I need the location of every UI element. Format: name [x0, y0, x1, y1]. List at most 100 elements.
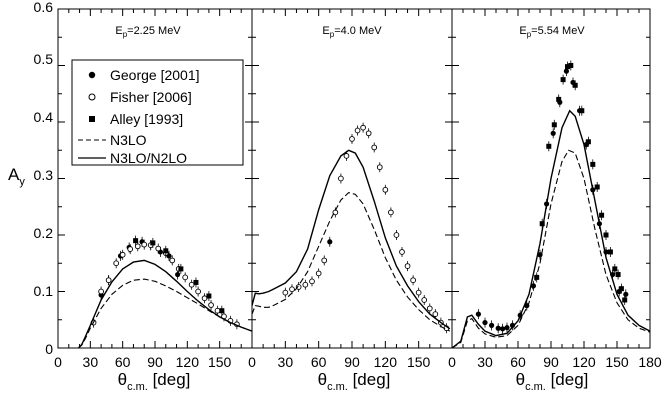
- data-point-alley: [615, 272, 621, 278]
- data-point-alley: [612, 266, 618, 272]
- data-point-alley: [133, 238, 139, 244]
- x-axis-label: θc.m. [deg]: [516, 370, 589, 393]
- x-tick-label: 150: [208, 354, 232, 370]
- plot-frame: [251, 8, 453, 349]
- data-point-fisher: [141, 241, 148, 248]
- data-point-fisher: [113, 260, 120, 267]
- data-point-alley: [594, 184, 600, 190]
- x-tick-label: 0: [248, 354, 256, 370]
- data-point-alley: [150, 240, 156, 246]
- data-point-george: [509, 322, 516, 328]
- panel-title: Ep=4.0 MeV: [322, 25, 382, 39]
- data-point-alley: [534, 274, 540, 280]
- legend-marker-fisher: [88, 93, 96, 101]
- data-point-alley: [599, 212, 605, 218]
- data-point-alley: [219, 308, 225, 314]
- legend-label: N3LO: [110, 132, 147, 148]
- panel-title: Ep=5.54 MeV: [519, 25, 585, 39]
- data-point-george: [500, 326, 506, 332]
- y-tick-label: 0.6: [34, 0, 54, 15]
- data-point-fisher: [393, 232, 400, 238]
- data-point-george: [175, 271, 181, 278]
- data-point-george: [475, 311, 481, 317]
- x-axis-label: θc.m. [deg]: [118, 370, 191, 393]
- data-point-george: [489, 322, 495, 328]
- x-tick-label: 90: [543, 354, 559, 370]
- x-tick-label: 90: [344, 354, 360, 370]
- x-tick-label: 150: [407, 354, 431, 370]
- legend-marker-george: [88, 71, 96, 79]
- data-point-george: [623, 291, 629, 297]
- data-point-fisher: [338, 175, 344, 182]
- data-point-fisher: [321, 257, 328, 264]
- data-point-alley: [618, 286, 624, 292]
- data-point-alley: [560, 77, 566, 83]
- x-tick-label: 150: [605, 354, 629, 370]
- x-tick-label: 30: [278, 354, 294, 370]
- data-point-alley: [585, 139, 591, 145]
- data-point-fisher: [432, 311, 439, 317]
- curve-n3lo-n2lo: [451, 109, 651, 349]
- legend-box: [71, 59, 244, 166]
- data-point-fisher: [134, 243, 141, 250]
- curve-n3lo-n2lo: [77, 259, 253, 349]
- data-point-alley: [565, 64, 570, 70]
- panel-title: Ep=2.25 MeV: [115, 25, 181, 39]
- legend-label: George [2001]: [110, 67, 200, 83]
- data-point-alley: [556, 96, 562, 102]
- data-point-fisher: [309, 278, 315, 285]
- data-point-fisher: [421, 297, 428, 303]
- data-point-fisher: [282, 289, 289, 296]
- y-axis-label: Ay: [8, 165, 25, 188]
- data-point-alley: [193, 279, 199, 285]
- data-point-fisher: [376, 164, 383, 171]
- data-point-fisher: [343, 153, 350, 159]
- data-point-alley: [603, 232, 609, 238]
- data-point-fisher: [201, 295, 208, 302]
- x-tick-label: 180: [638, 354, 662, 370]
- x-tick-label: 90: [147, 354, 163, 370]
- data-point-fisher: [415, 289, 422, 296]
- data-point-fisher: [188, 281, 195, 288]
- x-tick-label: 60: [115, 354, 131, 370]
- x-tick-label: 60: [311, 354, 327, 370]
- y-tick-label: 0: [45, 341, 53, 357]
- data-point-fisher: [214, 307, 221, 314]
- data-point-fisher: [289, 286, 295, 293]
- legend-label: Alley [1993]: [110, 111, 183, 127]
- curve-n3lo: [78, 278, 253, 349]
- panel-5-54-mev: 0 30 60 90 120 150 180: [448, 8, 662, 370]
- data-point-fisher: [155, 245, 162, 252]
- y-tick-labels: 0 0.1 0.2 0.3 0.4 0.5 0.6: [34, 0, 54, 357]
- x-tick-label: 0: [448, 354, 456, 370]
- legend-marker-alley: [89, 116, 95, 122]
- curve-n3lo: [451, 149, 651, 349]
- data-point-fisher: [119, 251, 126, 258]
- x-tick-label: 120: [572, 354, 596, 370]
- data-point-george: [482, 319, 488, 326]
- data-point-alley: [546, 143, 552, 149]
- data-point-george: [495, 325, 501, 331]
- data-point-fisher: [426, 305, 433, 312]
- data-point-fisher: [195, 288, 201, 295]
- x-tick-label: 120: [176, 354, 200, 370]
- data-point-alley: [178, 266, 184, 272]
- data-point-fisher: [208, 302, 214, 308]
- data-point-george: [327, 239, 333, 245]
- data-point-alley: [622, 297, 628, 303]
- data-point-alley: [163, 248, 169, 254]
- x-axis-label: θc.m. [deg]: [318, 370, 391, 393]
- data-point-fisher: [354, 127, 361, 134]
- data-point-fisher: [127, 246, 134, 252]
- data-point-alley: [572, 82, 578, 88]
- data-point-fisher: [182, 274, 189, 281]
- data-point-fisher: [360, 124, 366, 131]
- y-tick-label: 0.2: [34, 225, 54, 241]
- data-point-fisher: [365, 130, 372, 137]
- legend-label: N3LO/N2LO: [110, 150, 187, 166]
- legend-label: Fisher [2006]: [110, 89, 192, 105]
- panel-4-0-mev: 0 30 60 90 120 150: [248, 8, 453, 370]
- data-point-fisher: [98, 288, 104, 295]
- y-tick-label: 0.1: [34, 283, 54, 299]
